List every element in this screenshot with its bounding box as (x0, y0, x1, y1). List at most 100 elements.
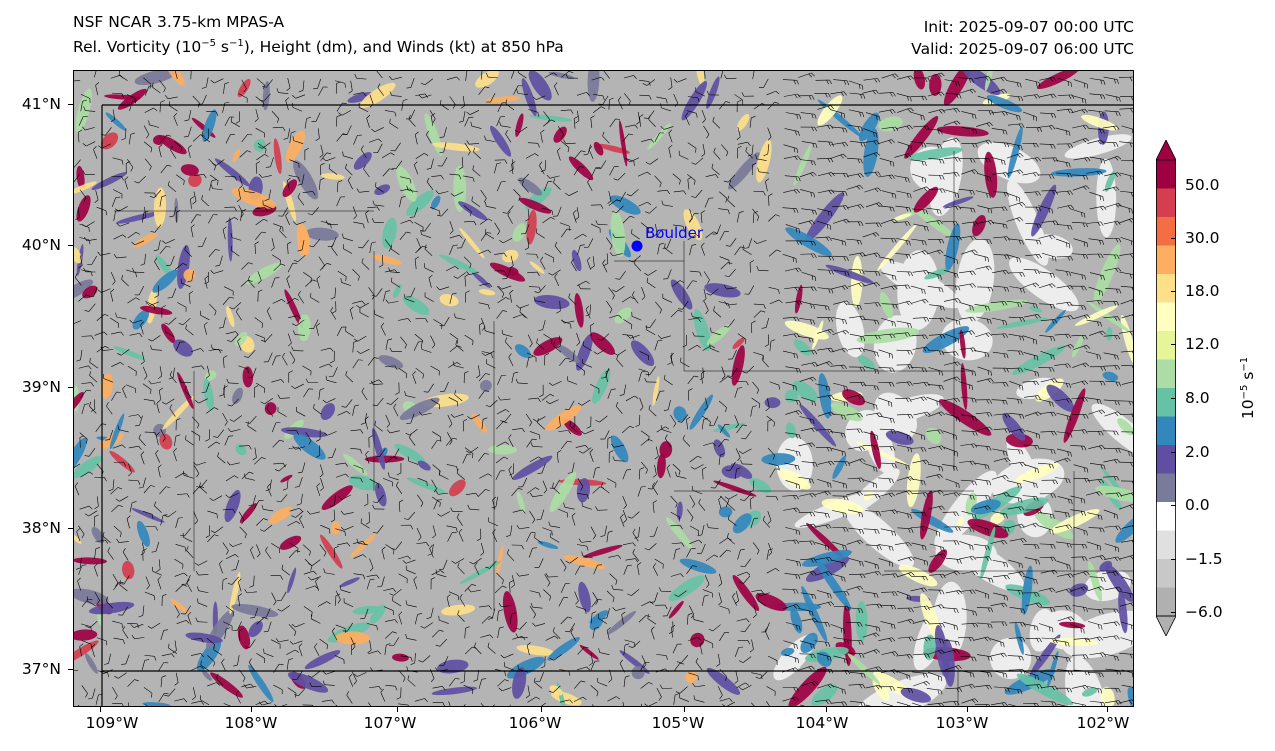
vorticity-streak (210, 672, 243, 698)
wind-barb (591, 76, 605, 81)
vorticity-streak (339, 577, 360, 588)
vorticity-streak (214, 158, 251, 187)
barb-staff (111, 92, 122, 94)
wind-barb (1006, 80, 1022, 88)
wind-barb (782, 79, 799, 85)
barb-flag (1083, 83, 1086, 88)
vorticity-streak (158, 135, 187, 155)
vorticity-streak (996, 317, 1048, 329)
vorticity-streak (1063, 388, 1086, 443)
barb-staff (241, 79, 247, 89)
vorticity-streak (805, 556, 850, 582)
vorticity-streak (851, 255, 863, 308)
barb-flag (121, 93, 124, 98)
vorticity-streak (528, 71, 552, 101)
vorticity-streak (1002, 413, 1026, 441)
wind-barb (159, 80, 166, 93)
barb-staff (1025, 78, 1040, 83)
vorticity-streak (392, 653, 409, 662)
barb-flag (843, 80, 847, 85)
vorticity-streak (406, 477, 446, 494)
barb-flag (941, 72, 945, 77)
vorticity-streak (1045, 309, 1066, 333)
wind-barb (1089, 78, 1106, 85)
vorticity-streak (788, 666, 827, 706)
barb-flag (298, 90, 304, 93)
vorticity-streak (239, 503, 257, 523)
wind-barb (720, 71, 724, 79)
barb-staff (446, 76, 457, 80)
wind-barb (510, 71, 516, 79)
light-patch (897, 250, 940, 331)
vorticity-streak (1118, 589, 1128, 634)
vorticity-streak (928, 549, 948, 573)
wind-barb (223, 82, 229, 94)
vorticity-streak (196, 639, 222, 672)
map-panel: Boulder (73, 70, 1134, 707)
vorticity-streak (929, 74, 942, 96)
barb-staff (1073, 79, 1088, 85)
vorticity-streak (668, 575, 705, 602)
vorticity-streak (97, 612, 103, 626)
barb-flag (344, 83, 347, 88)
vorticity-streak (907, 147, 963, 161)
barb-flag (261, 86, 267, 88)
wind-barb (415, 93, 428, 98)
wind-barb (1103, 76, 1119, 84)
vorticity-streak (619, 120, 628, 167)
vorticity-streak (659, 441, 673, 458)
wind-barb (354, 73, 367, 80)
barb-flag (420, 82, 426, 86)
vorticity-streak (685, 670, 697, 684)
vorticity-streak (683, 209, 703, 241)
wind-barb (406, 78, 415, 89)
wind-barb (286, 78, 291, 91)
barb-staff (974, 76, 989, 79)
barb-staff (1103, 76, 1118, 80)
vorticity-streak (761, 453, 796, 466)
vorticity-streak (855, 441, 910, 467)
vorticity-streak (806, 523, 846, 560)
vorticity-streak (610, 210, 626, 257)
vorticity-streak (939, 399, 992, 436)
wind-barb (833, 79, 850, 86)
vorticity-streak (689, 394, 714, 430)
wind-barb (758, 78, 769, 88)
vorticity-streak (502, 249, 519, 263)
barb-staff (670, 77, 673, 88)
vorticity-streak (814, 557, 852, 611)
barb-flag (518, 85, 523, 87)
vorticity-streak (652, 376, 660, 406)
vorticity-streak (237, 78, 251, 98)
vorticity-streak (516, 490, 526, 514)
wind-barb (990, 76, 1007, 82)
vorticity-streak (529, 261, 545, 274)
vorticity-streak (557, 344, 580, 363)
vorticity-streak (1049, 508, 1100, 534)
wind-barb (197, 94, 207, 105)
vorticity-streak (180, 164, 199, 176)
barb-flag (348, 90, 353, 94)
barb-staff (353, 92, 364, 95)
vorticity-streak (116, 211, 162, 224)
vorticity-streak (353, 152, 372, 170)
barb-flag (1133, 108, 1134, 112)
vorticity-streak (681, 81, 708, 121)
barb-flag (985, 76, 989, 81)
barb-flag (406, 87, 411, 89)
vorticity-streak (545, 405, 582, 431)
barb-flag (1086, 83, 1089, 89)
vorticity-streak (922, 326, 970, 354)
light-patch (1009, 257, 1079, 312)
vorticity-streak (842, 389, 866, 406)
vorticity-streak (811, 684, 838, 706)
vorticity-streak (1016, 673, 1074, 706)
vorticity-streak (855, 601, 868, 642)
barb-staff (223, 83, 225, 94)
vorticity-streak (245, 262, 283, 285)
vorticity-streak (863, 490, 874, 501)
vorticity-streak (673, 406, 687, 422)
barb-staff (302, 80, 305, 91)
vorticity-streak (553, 126, 567, 143)
vorticity-streak (284, 289, 304, 329)
